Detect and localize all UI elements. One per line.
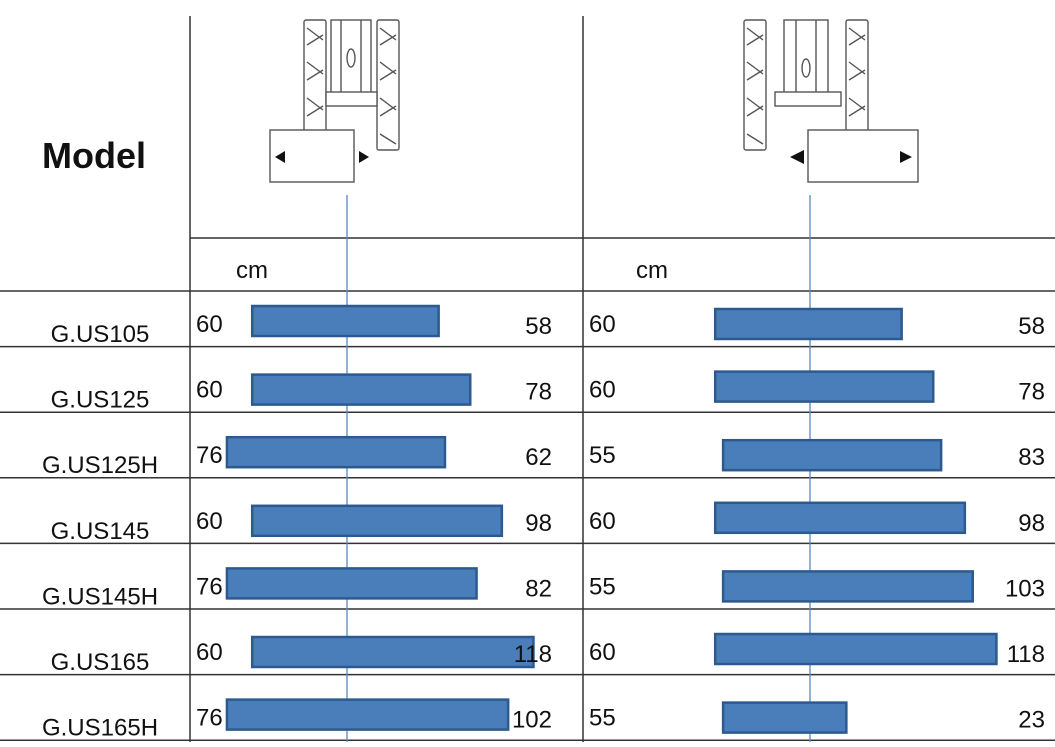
left-value-label: 76: [196, 705, 223, 732]
range-bar: [713, 632, 998, 666]
arrow-left-icon: [275, 151, 285, 163]
right-value-label: 58: [525, 313, 552, 340]
tractor-diagram-right: [743, 19, 919, 183]
right-value-label: 23: [1018, 707, 1045, 734]
right-value-label: 82: [525, 575, 552, 602]
unit-label-right: cm: [636, 257, 668, 284]
right-value-label: 58: [1018, 313, 1045, 340]
range-bar: [721, 438, 943, 472]
right-value-label: 83: [1018, 444, 1045, 471]
left-value-label: 60: [589, 311, 616, 338]
left-value-label: 60: [589, 377, 616, 404]
table-grid: [189, 16, 1055, 742]
model-name-label: G.US125H: [42, 452, 158, 479]
right-value-label: 118: [514, 641, 552, 668]
frame-box-right: [807, 129, 919, 183]
model-name-label: G.US125: [51, 387, 150, 414]
tractor-diagram-left: [269, 19, 400, 183]
model-name-label: G.US105: [51, 321, 150, 348]
left-value-label: 76: [196, 442, 223, 469]
right-value-label: 98: [1018, 510, 1045, 537]
range-bar: [250, 304, 440, 338]
unit-label-left: cm: [236, 257, 268, 284]
range-bar: [721, 570, 974, 603]
model-name-label: G.US165: [51, 649, 150, 676]
range-bar: [250, 504, 504, 538]
left-value-label: 60: [589, 639, 616, 666]
range-bar: [713, 307, 903, 341]
range-bar: [225, 435, 447, 469]
left-value-label: 60: [196, 639, 223, 666]
model-name-label: G.US145H: [42, 583, 158, 610]
right-value-label: 102: [512, 707, 552, 734]
left-value-label: 55: [589, 705, 616, 732]
right-value-label: 78: [1018, 379, 1045, 406]
arrow-left-icon: [790, 150, 804, 164]
left-value-label: 55: [589, 442, 616, 469]
left-value-label: 60: [196, 377, 223, 404]
model-name-label: G.US145: [51, 518, 150, 545]
range-bar: [713, 501, 967, 535]
left-value-label: 76: [196, 573, 223, 600]
model-name-label: G.US165H: [42, 715, 158, 742]
right-value-label: 62: [525, 444, 552, 471]
range-bar: [250, 373, 472, 406]
range-bar: [250, 635, 535, 669]
left-value-label: 60: [196, 508, 223, 535]
right-value-label: 98: [525, 510, 552, 537]
left-value-label: 60: [196, 311, 223, 338]
range-bar: [721, 701, 848, 734]
range-bar: [225, 567, 478, 600]
right-value-label: 118: [1007, 641, 1045, 668]
left-value-label: 60: [589, 508, 616, 535]
right-value-label: 103: [1005, 575, 1045, 602]
model-title: Model: [42, 135, 146, 176]
chart-rows: G.US105 60 58 60 58 G.US125 60 78 60 78 G.US125H 76…: [42, 304, 1045, 742]
arrow-right-icon: [359, 151, 369, 163]
left-value-label: 55: [589, 573, 616, 600]
range-bar: [225, 698, 510, 731]
range-bar: [713, 370, 935, 403]
arrow-right-icon: [900, 151, 912, 163]
row-divider-lines: [0, 290, 1055, 741]
right-value-label: 78: [525, 379, 552, 406]
